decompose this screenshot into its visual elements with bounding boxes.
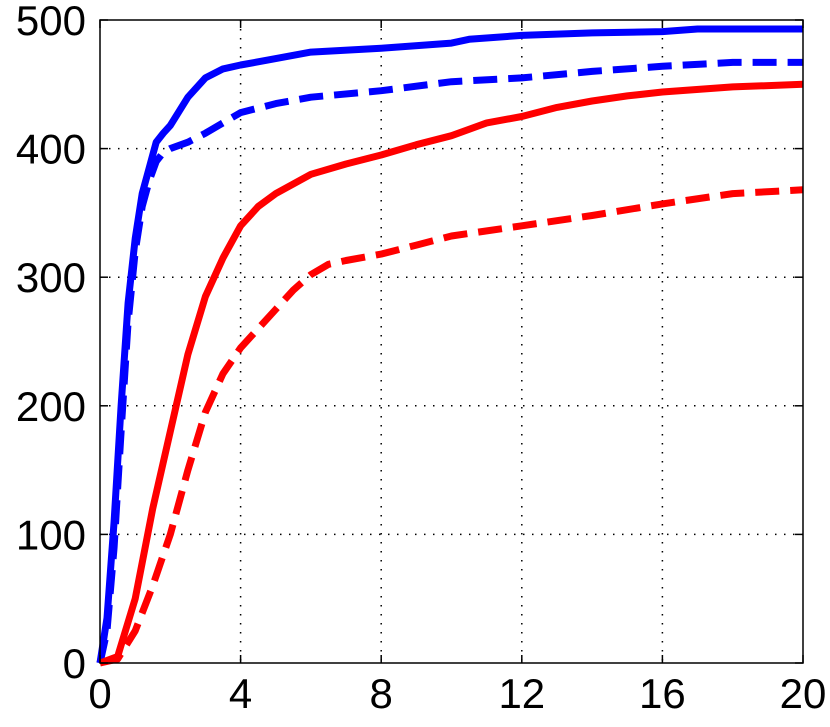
y-tick-label: 100 [16,511,86,558]
tick-layer [99,19,804,664]
series-line-1 [96,25,803,664]
series-line-4 [99,186,804,667]
series-line-3 [98,80,804,667]
y-tick-label: 200 [16,383,86,430]
series-layer [96,25,804,667]
x-tick-label: 0 [88,670,111,717]
x-tick-label: 12 [498,670,545,717]
x-tick-label: 4 [229,670,252,717]
plot-frame [99,19,804,664]
x-tick-label: 20 [780,670,827,717]
x-tick-label: 16 [639,670,686,717]
y-tick-label: 400 [16,126,86,173]
grid-layer [100,20,803,663]
series-line-2 [96,58,803,664]
y-tick-label: 300 [16,254,86,301]
y-tick-label: 0 [63,640,86,687]
y-tick-label: 500 [16,0,86,44]
x-tick-label: 8 [370,670,393,717]
